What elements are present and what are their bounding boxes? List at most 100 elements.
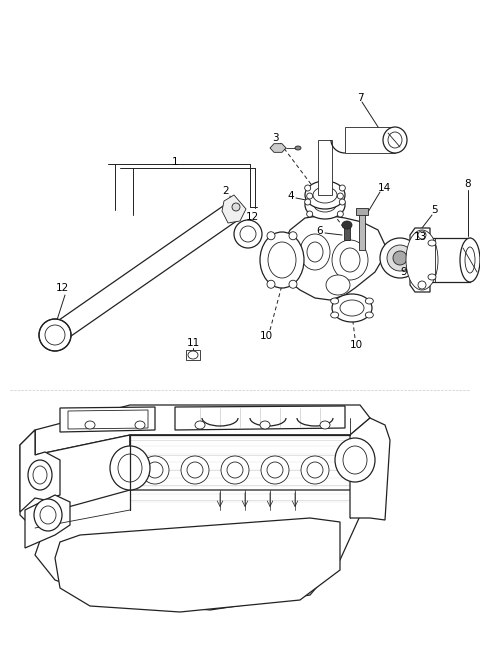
- Ellipse shape: [418, 231, 426, 239]
- Text: 1: 1: [172, 157, 178, 167]
- Polygon shape: [20, 430, 130, 530]
- Text: 7: 7: [357, 93, 363, 103]
- Polygon shape: [430, 238, 470, 282]
- Text: 4: 4: [288, 191, 294, 201]
- Text: 6: 6: [317, 226, 324, 236]
- Polygon shape: [186, 350, 200, 360]
- Ellipse shape: [187, 462, 203, 478]
- Ellipse shape: [388, 132, 402, 148]
- Ellipse shape: [188, 351, 198, 359]
- Ellipse shape: [232, 203, 240, 211]
- Ellipse shape: [428, 274, 436, 280]
- Ellipse shape: [406, 230, 438, 290]
- Ellipse shape: [313, 187, 337, 203]
- Polygon shape: [35, 490, 365, 610]
- Ellipse shape: [40, 506, 56, 524]
- Text: 8: 8: [465, 179, 471, 189]
- Ellipse shape: [39, 319, 71, 351]
- Ellipse shape: [393, 251, 407, 265]
- Ellipse shape: [339, 185, 345, 191]
- Ellipse shape: [267, 462, 283, 478]
- Text: 2: 2: [223, 186, 229, 196]
- Polygon shape: [35, 405, 370, 455]
- Text: 5: 5: [432, 205, 438, 215]
- Ellipse shape: [331, 298, 339, 304]
- Ellipse shape: [289, 232, 297, 240]
- Text: 11: 11: [186, 338, 200, 348]
- Ellipse shape: [141, 456, 169, 484]
- Ellipse shape: [335, 438, 375, 482]
- Polygon shape: [270, 143, 286, 152]
- Ellipse shape: [300, 234, 330, 270]
- Polygon shape: [49, 203, 238, 343]
- Ellipse shape: [465, 247, 475, 273]
- Text: 12: 12: [55, 283, 69, 293]
- Ellipse shape: [305, 181, 345, 209]
- Ellipse shape: [301, 456, 329, 484]
- Ellipse shape: [268, 242, 296, 278]
- Ellipse shape: [240, 226, 256, 242]
- Text: 10: 10: [259, 331, 273, 341]
- Ellipse shape: [45, 325, 65, 345]
- Ellipse shape: [267, 232, 275, 240]
- Ellipse shape: [267, 280, 275, 288]
- Ellipse shape: [337, 193, 343, 199]
- Text: 14: 14: [377, 183, 391, 193]
- Ellipse shape: [85, 421, 95, 429]
- Ellipse shape: [305, 185, 311, 191]
- Ellipse shape: [305, 199, 311, 205]
- Polygon shape: [410, 228, 430, 292]
- Ellipse shape: [387, 245, 413, 271]
- Ellipse shape: [33, 466, 47, 484]
- Ellipse shape: [342, 221, 352, 229]
- Ellipse shape: [343, 446, 367, 474]
- Text: 3: 3: [272, 133, 278, 143]
- Ellipse shape: [340, 248, 360, 272]
- Ellipse shape: [28, 460, 52, 490]
- Ellipse shape: [261, 456, 289, 484]
- Ellipse shape: [331, 312, 339, 318]
- Ellipse shape: [307, 211, 312, 217]
- Polygon shape: [25, 495, 70, 548]
- Polygon shape: [55, 518, 340, 612]
- Ellipse shape: [260, 232, 304, 288]
- Ellipse shape: [135, 421, 145, 429]
- Ellipse shape: [307, 193, 312, 199]
- Polygon shape: [60, 407, 155, 432]
- Ellipse shape: [234, 220, 262, 248]
- Text: 10: 10: [349, 340, 362, 350]
- Ellipse shape: [320, 421, 330, 429]
- Ellipse shape: [195, 421, 205, 429]
- Text: 13: 13: [413, 232, 427, 242]
- Ellipse shape: [332, 294, 372, 322]
- Ellipse shape: [340, 300, 364, 316]
- Polygon shape: [222, 195, 246, 223]
- Ellipse shape: [326, 275, 350, 295]
- Polygon shape: [175, 406, 345, 430]
- Ellipse shape: [147, 462, 163, 478]
- Ellipse shape: [260, 421, 270, 429]
- Ellipse shape: [305, 191, 345, 219]
- Text: 12: 12: [245, 212, 259, 222]
- Ellipse shape: [380, 238, 420, 278]
- Ellipse shape: [307, 242, 323, 262]
- Ellipse shape: [227, 462, 243, 478]
- Ellipse shape: [339, 199, 345, 205]
- Ellipse shape: [181, 456, 209, 484]
- Polygon shape: [130, 418, 370, 518]
- Ellipse shape: [365, 298, 373, 304]
- Ellipse shape: [34, 499, 62, 531]
- Ellipse shape: [295, 146, 301, 150]
- Ellipse shape: [365, 312, 373, 318]
- Polygon shape: [359, 210, 365, 250]
- Ellipse shape: [110, 446, 150, 490]
- Polygon shape: [345, 127, 395, 153]
- Ellipse shape: [307, 462, 323, 478]
- Ellipse shape: [314, 198, 336, 212]
- Ellipse shape: [428, 240, 436, 246]
- Ellipse shape: [337, 211, 343, 217]
- Polygon shape: [350, 418, 390, 520]
- Polygon shape: [356, 208, 368, 215]
- Ellipse shape: [118, 454, 142, 482]
- Ellipse shape: [383, 127, 407, 153]
